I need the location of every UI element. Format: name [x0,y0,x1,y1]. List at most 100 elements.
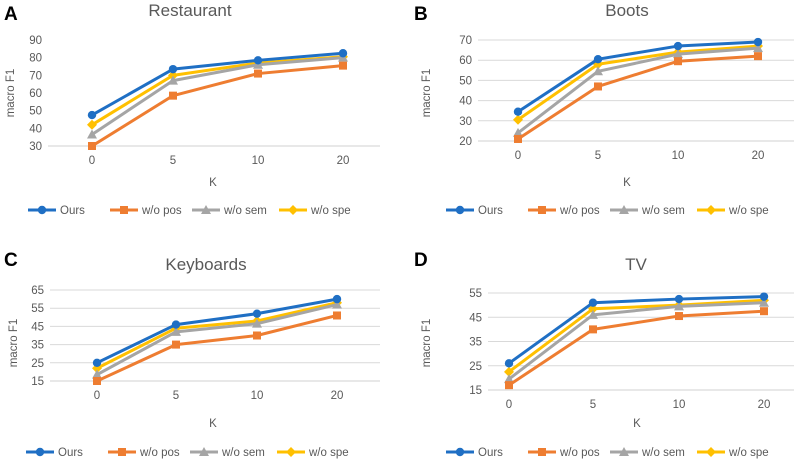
x-tick-label: 5 [170,155,176,167]
y-tick-label: 50 [29,106,42,118]
series-line [517,40,759,113]
data-point [93,377,101,385]
data-point [92,369,102,379]
legend-label: w/o pos [559,205,600,217]
y-axis-title: macro F1 [421,319,433,368]
legend-label: w/o pos [559,447,600,459]
x-tick-label: 20 [331,390,344,402]
data-point [513,114,523,125]
data-point [253,56,263,65]
legend-marker [706,447,716,457]
series-w-o-sem [513,43,763,137]
data-point [504,366,514,377]
chart-title-a: Restaurant [148,1,231,20]
panel-letter-c: C [4,250,18,271]
y-tick-label: 20 [459,136,472,148]
y-tick-label: 35 [469,337,482,349]
data-point [759,297,769,307]
legend-item-w-o-pos: w/o pos [110,205,182,217]
data-point [594,82,602,91]
data-point [754,52,762,61]
data-point [172,340,180,349]
x-tick-label: 5 [595,150,601,162]
legend-label: Ours [60,205,85,217]
chart-title-d: TV [625,255,647,274]
legend-a: Ours w/o pos w/o sem w/o spe [28,205,351,217]
data-point [339,61,347,70]
legend-item-w-o-spe: w/o spe [697,205,769,217]
legend-item-ours: Ours [446,205,503,217]
y-tick-label: 65 [31,285,44,297]
y-axis-title: macro F1 [8,319,20,368]
data-point [593,66,603,76]
x-tick-label: 10 [252,155,265,167]
legend-label: w/o spe [728,205,769,217]
series-line [91,56,344,136]
x-tick-label: 10 [672,150,685,162]
legend-d: Ours w/o pos w/o sem w/o spe [446,447,769,459]
data-point [675,312,683,321]
data-point [253,331,261,340]
legend-item-w-o-spe: w/o spe [697,447,769,459]
data-point [168,70,178,81]
legend-marker [538,448,546,456]
data-point [505,381,513,390]
legend-label: Ours [478,447,503,459]
legend-marker [35,447,45,457]
data-point [92,358,102,367]
legend-label: w/o sem [641,205,685,217]
data-point [673,49,683,59]
series-ours [513,37,763,116]
y-tick-label: 15 [469,385,482,397]
legend-item-w-o-sem: w/o sem [190,447,265,459]
y-tick-label: 80 [29,53,42,65]
data-point [88,142,96,150]
x-tick-label: 0 [89,155,95,167]
legend-item-ours: Ours [446,447,503,459]
data-point [504,359,514,368]
data-point [589,325,597,334]
data-point [338,49,348,58]
y-tick-label: 45 [31,321,44,333]
chart-title-c: Keyboards [165,255,246,274]
y-tick-label: 90 [29,35,42,47]
data-point [514,134,522,143]
panel-letter-d: D [414,250,428,271]
series-w-o-spe [92,297,342,374]
data-point [333,311,341,320]
y-tick-label: 30 [29,141,42,153]
x-tick-label: 10 [251,390,264,402]
series-w-o-sem [92,299,342,379]
legend-item-ours: Ours [28,205,85,217]
series-w-o-pos [505,307,768,390]
legend-label: w/o sem [641,447,685,459]
data-point [753,37,763,47]
series-line [96,303,338,376]
data-point [759,292,769,301]
y-tick-label: 25 [31,358,44,370]
y-axis-title: macro F1 [5,69,17,118]
y-tick-label: 40 [459,96,472,108]
y-tick-label: 70 [459,35,472,47]
legend-b: Ours w/o pos w/o sem w/o spe [446,205,769,217]
legend-marker [288,205,298,215]
series-w-o-sem [504,297,769,384]
series-line [508,309,765,387]
data-point [760,307,768,316]
series-line [508,295,765,365]
chart-title-b: Boots [605,1,648,20]
x-axis-title: K [209,177,217,189]
series-line [96,297,338,365]
series-w-o-pos [88,61,347,150]
data-point [332,299,342,309]
y-tick-label: 35 [31,340,44,352]
y-tick-label: 55 [469,288,482,300]
x-tick-label: 20 [337,155,350,167]
series-line [517,54,759,141]
data-point [674,301,684,311]
legend-item-w-o-spe: w/o spe [277,447,349,459]
legend-item-w-o-pos: w/o pos [528,447,600,459]
legend-c: Ours w/o pos w/o sem w/o spe [26,447,349,459]
series-w-o-pos [93,311,341,385]
